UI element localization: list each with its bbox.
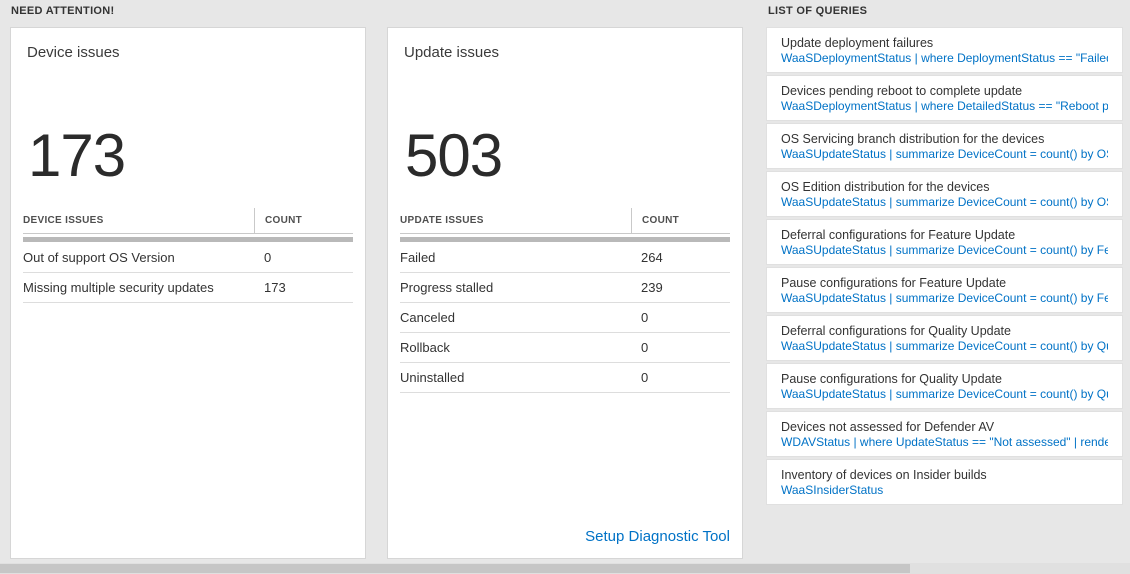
query-title: OS Servicing branch distribution for the… [781, 132, 1045, 146]
query-link[interactable]: WaaSDeploymentStatus | where DetailedSta… [781, 99, 1108, 113]
query-title: Pause configurations for Feature Update [781, 276, 1007, 290]
query-title: Pause configurations for Quality Update [781, 372, 1002, 386]
device-issues-table: DEVICE ISSUES COUNT Out of support OS Ve… [23, 208, 353, 303]
table-row[interactable]: Missing multiple security updates 173 [23, 273, 353, 303]
setup-diagnostic-tool-link[interactable]: Setup Diagnostic Tool [585, 528, 730, 545]
query-title: Devices pending reboot to complete updat… [781, 84, 1023, 98]
issue-label: Failed [400, 250, 436, 265]
update-issues-count-tile[interactable]: 503 [405, 122, 503, 189]
device-issues-card: Device issues 173 DEVICE ISSUES COUNT Ou… [10, 27, 366, 559]
query-list-item[interactable]: Inventory of devices on Insider builds W… [766, 459, 1123, 505]
query-list-item[interactable]: Devices pending reboot to complete updat… [766, 75, 1123, 121]
issue-count: 239 [641, 280, 663, 295]
table-row[interactable]: Out of support OS Version 0 [23, 243, 353, 273]
query-list-item[interactable]: Pause configurations for Feature Update … [766, 267, 1123, 313]
table-row[interactable]: Rollback 0 [400, 333, 730, 363]
horizontal-scrollbar-track[interactable] [0, 563, 1130, 574]
table-row[interactable]: Failed 264 [400, 243, 730, 273]
query-link[interactable]: WaaSUpdateStatus | summarize DeviceCount… [781, 195, 1108, 209]
query-link[interactable]: WaaSUpdateStatus | summarize DeviceCount… [781, 243, 1108, 257]
issue-label: Canceled [400, 310, 455, 325]
need-attention-heading: NEED ATTENTION! [11, 5, 115, 17]
update-issues-title: Update issues [404, 44, 500, 61]
device-issues-title: Device issues [27, 44, 120, 61]
issue-label: Uninstalled [400, 370, 465, 385]
query-link[interactable]: WaaSInsiderStatus [781, 483, 884, 497]
update-issues-table-header: UPDATE ISSUES COUNT [400, 208, 730, 234]
issue-count: 0 [641, 340, 649, 355]
query-list: Update deployment failures WaaSDeploymen… [766, 27, 1123, 507]
query-list-item[interactable]: Deferral configurations for Feature Upda… [766, 219, 1123, 265]
query-list-item[interactable]: Devices not assessed for Defender AV WDA… [766, 411, 1123, 457]
query-title: Deferral configurations for Quality Upda… [781, 324, 1011, 338]
table-scrollbar [400, 237, 730, 242]
update-issues-card: Update issues 503 UPDATE ISSUES COUNT Fa… [387, 27, 743, 559]
count-column-header: COUNT [631, 208, 730, 233]
update-issues-table: UPDATE ISSUES COUNT Failed 264 Progress … [400, 208, 730, 393]
query-title: Devices not assessed for Defender AV [781, 420, 995, 434]
query-list-item[interactable]: Update deployment failures WaaSDeploymen… [766, 27, 1123, 73]
query-list-item[interactable]: Pause configurations for Quality Update … [766, 363, 1123, 409]
issue-count: 0 [641, 370, 649, 385]
query-link[interactable]: WaaSUpdateStatus | summarize DeviceCount… [781, 291, 1108, 305]
query-link[interactable]: WDAVStatus | where UpdateStatus == "Not … [781, 435, 1108, 449]
query-list-item[interactable]: OS Servicing branch distribution for the… [766, 123, 1123, 169]
query-link[interactable]: WaaSDeploymentStatus | where DeploymentS… [781, 51, 1108, 65]
query-link[interactable]: WaaSUpdateStatus | summarize DeviceCount… [781, 147, 1108, 161]
query-link[interactable]: WaaSUpdateStatus | summarize DeviceCount… [781, 339, 1108, 353]
query-title: Deferral configurations for Feature Upda… [781, 228, 1016, 242]
query-title: OS Edition distribution for the devices [781, 180, 990, 194]
table-row[interactable]: Uninstalled 0 [400, 363, 730, 393]
query-title: Inventory of devices on Insider builds [781, 468, 987, 482]
query-title: Update deployment failures [781, 36, 934, 50]
device-issues-count-tile[interactable]: 173 [28, 122, 126, 189]
device-issues-table-header: DEVICE ISSUES COUNT [23, 208, 353, 234]
query-list-item[interactable]: OS Edition distribution for the devices … [766, 171, 1123, 217]
table-row[interactable]: Progress stalled 239 [400, 273, 730, 303]
query-list-item[interactable]: Deferral configurations for Quality Upda… [766, 315, 1123, 361]
list-of-queries-heading: LIST OF QUERIES [768, 5, 868, 17]
issue-count: 173 [264, 280, 286, 295]
issue-count: 0 [264, 250, 272, 265]
issue-label: Missing multiple security updates [23, 280, 214, 295]
update-issues-column-header: UPDATE ISSUES [400, 215, 484, 226]
table-scrollbar [23, 237, 353, 242]
horizontal-scrollbar-thumb[interactable] [0, 564, 910, 573]
issue-label: Rollback [400, 340, 450, 355]
device-issues-column-header: DEVICE ISSUES [23, 215, 104, 226]
issue-label: Progress stalled [400, 280, 494, 295]
issue-count: 264 [641, 250, 663, 265]
issue-count: 0 [641, 310, 649, 325]
count-column-header: COUNT [254, 208, 353, 233]
issue-label: Out of support OS Version [23, 250, 175, 265]
query-link[interactable]: WaaSUpdateStatus | summarize DeviceCount… [781, 387, 1108, 401]
table-row[interactable]: Canceled 0 [400, 303, 730, 333]
